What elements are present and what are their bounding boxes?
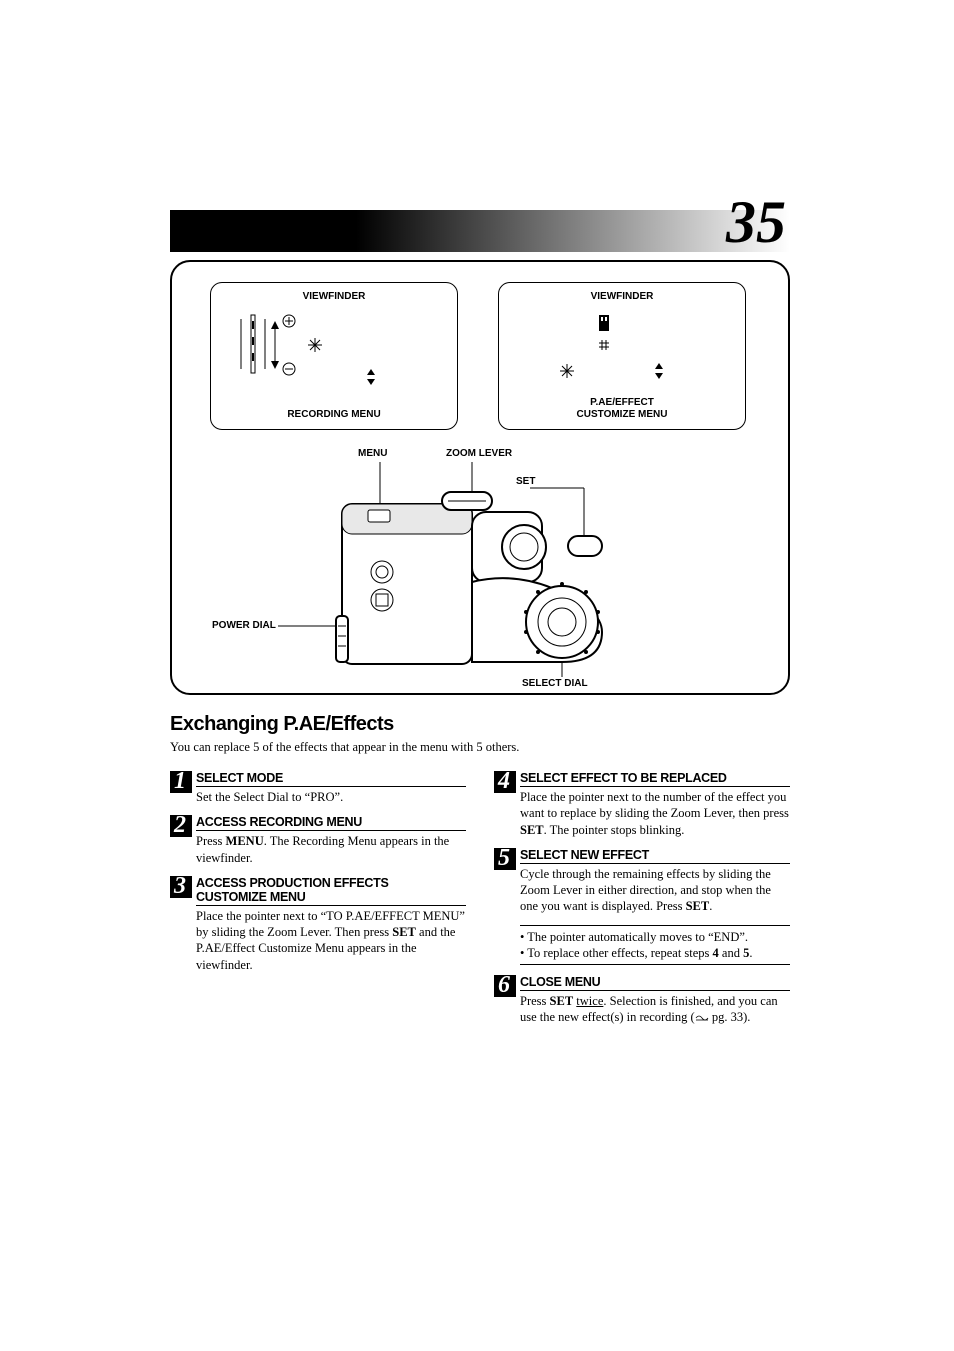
step-6: 6 CLOSE MENU Press SET twice. Selection …	[494, 975, 790, 1026]
step-5-notes: • The pointer automatically moves to “EN…	[520, 925, 790, 966]
label-menu: MENU	[358, 448, 387, 459]
steps-columns: 1 SELECT MODE Set the Select Dial to “PR…	[170, 771, 790, 1036]
step-2-text: Press MENU. The Recording Menu appears i…	[196, 833, 466, 866]
step-2-title: ACCESS RECORDING MENU	[196, 815, 466, 831]
diagram-box: VIEWFINDER	[170, 260, 790, 695]
vf-right-bottom-2: CUSTOMIZE MENU	[577, 409, 668, 420]
note-2: • To replace other effects, repeat steps…	[520, 945, 790, 961]
step-6-number: 6	[494, 975, 516, 997]
section-title: Exchanging P.AE/Effects	[170, 713, 790, 736]
step-3-title: ACCESS PRODUCTION EFFECTS CUSTOMIZE MENU	[196, 876, 466, 906]
camera-illustration	[272, 462, 692, 682]
step-2: 2 ACCESS RECORDING MENU Press MENU. The …	[170, 815, 466, 866]
step-3-text: Place the pointer next to “TO P.AE/EFFEC…	[196, 908, 466, 973]
header-bar: 35	[170, 210, 790, 252]
viewfinder-right-content	[519, 309, 725, 397]
column-left: 1 SELECT MODE Set the Select Dial to “PR…	[170, 771, 466, 1036]
step-4-number: 4	[494, 771, 516, 793]
step-1-text: Set the Select Dial to “PRO”.	[196, 789, 466, 805]
step-3-number: 3	[170, 876, 192, 898]
step-6-title: CLOSE MENU	[520, 975, 790, 991]
step-5-title: SELECT NEW EFFECT	[520, 848, 790, 864]
column-right: 4 SELECT EFFECT TO BE REPLACED Place the…	[494, 771, 790, 1036]
step-5: 5 SELECT NEW EFFECT Cycle through the re…	[494, 848, 790, 915]
step-4-text: Place the pointer next to the number of …	[520, 789, 790, 838]
page-number: 35	[726, 188, 786, 257]
viewfinder-left-title: VIEWFINDER	[211, 291, 457, 302]
reference-icon	[695, 1013, 709, 1023]
step-5-text: Cycle through the remaining effects by s…	[520, 866, 790, 915]
step-5-number: 5	[494, 848, 516, 870]
step-4: 4 SELECT EFFECT TO BE REPLACED Place the…	[494, 771, 790, 838]
viewfinder-left: VIEWFINDER	[210, 282, 458, 430]
step-2-number: 2	[170, 815, 192, 837]
section-subtitle: You can replace 5 of the effects that ap…	[170, 740, 790, 755]
viewfinder-right: VIEWFINDER	[498, 282, 746, 430]
step-6-text: Press SET twice. Selection is finished, …	[520, 993, 790, 1026]
pae-menu-icon	[519, 309, 727, 387]
note-1: • The pointer automatically moves to “EN…	[520, 929, 790, 945]
viewfinder-left-bottom: RECORDING MENU	[211, 409, 457, 421]
viewfinder-right-title: VIEWFINDER	[499, 291, 745, 302]
step-1-title: SELECT MODE	[196, 771, 466, 787]
step-1-number: 1	[170, 771, 192, 793]
viewfinder-left-content	[231, 309, 437, 397]
viewfinder-right-bottom: P.AE/EFFECT CUSTOMIZE MENU	[499, 397, 745, 421]
recording-menu-icon	[231, 309, 439, 391]
vf-right-bottom-1: P.AE/EFFECT	[590, 397, 654, 408]
label-power: POWER DIAL	[212, 620, 276, 631]
step-4-title: SELECT EFFECT TO BE REPLACED	[520, 771, 790, 787]
label-zoom: ZOOM LEVER	[446, 448, 512, 459]
step-3: 3 ACCESS PRODUCTION EFFECTS CUSTOMIZE ME…	[170, 876, 466, 973]
step-1: 1 SELECT MODE Set the Select Dial to “PR…	[170, 771, 466, 805]
page-content: 35 VIEWFINDER	[170, 210, 790, 1036]
